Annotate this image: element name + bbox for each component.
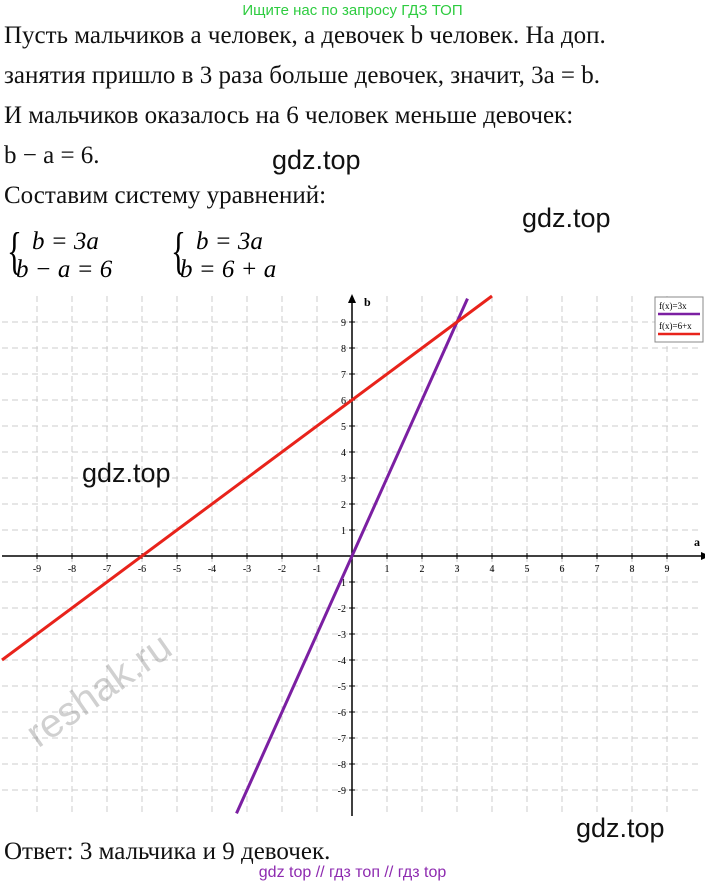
text-line: занятия пришло в 3 раза больше девочек, …: [4, 62, 601, 89]
y-tick-label: -9: [338, 786, 346, 797]
y-tick-label: 8: [341, 344, 346, 355]
x-tick-label: -9: [33, 564, 41, 575]
watermark: gdz.top: [522, 203, 611, 233]
y-tick-label: -1: [338, 578, 346, 589]
y-arrow: [348, 294, 356, 303]
x-tick-label: -2: [278, 564, 286, 575]
watermark: gdz.top: [576, 813, 665, 843]
y-tick-label: 1: [341, 526, 346, 537]
y-tick-label: 6: [341, 396, 346, 407]
x-axis-label: a: [694, 535, 700, 549]
x-tick-label: -6: [138, 564, 146, 575]
x-tick-label: -1: [313, 564, 321, 575]
graph-line: [235, 297, 469, 815]
equation: b = 3a: [196, 228, 263, 255]
x-tick-label: 5: [525, 564, 530, 575]
y-tick-label: -3: [338, 630, 346, 641]
x-tick-label: 7: [595, 564, 600, 575]
answer: Ответ: 3 мальчика и 9 девочек.: [4, 838, 331, 865]
y-tick-label: -7: [338, 734, 346, 745]
header: Ищите нас по запросу ГДЗ ТОП: [242, 2, 463, 19]
x-tick-label: 9: [665, 564, 670, 575]
text-line: Составим систему уравнений:: [4, 182, 327, 209]
x-arrow: [701, 552, 705, 560]
y-tick-label: 5: [341, 422, 346, 433]
x-tick-label: -8: [68, 564, 76, 575]
text-line: b − a = 6.: [4, 142, 100, 169]
x-tick-label: 1: [385, 564, 390, 575]
x-tick-label: 8: [630, 564, 635, 575]
graph-line: [1, 294, 493, 662]
y-tick-label: -5: [338, 682, 346, 693]
y-tick-label: 9: [341, 318, 346, 329]
equation: b = 3a: [32, 228, 99, 255]
watermark: gdz.top: [272, 145, 361, 175]
y-tick-label: -4: [338, 656, 346, 667]
x-tick-label: 4: [490, 564, 495, 575]
y-axis-label: b: [364, 295, 371, 309]
x-tick-label: -3: [243, 564, 251, 575]
x-tick-label: -5: [173, 564, 181, 575]
x-tick-label: 2: [420, 564, 425, 575]
x-tick-label: -7: [103, 564, 111, 575]
text-line: Пусть мальчиков a человек, а девочек b ч…: [4, 22, 606, 49]
y-tick-label: -6: [338, 708, 346, 719]
equation: b = 6 + a: [180, 256, 277, 283]
y-tick-label: 2: [341, 500, 346, 511]
graph: -9 -8 -7 -6 -5 -4 -3 -2 -1 1 2 3 4 5 6 7 8 9 -9 -8 -7 -6 -5 -4 -…: [1, 294, 705, 816]
x-tick-label: 3: [455, 564, 460, 575]
legend-label: f(x)=3x: [659, 301, 687, 311]
legend-label: f(x)=6+x: [659, 321, 692, 331]
text-line: И мальчиков оказалось на 6 человек меньш…: [4, 102, 574, 129]
x-tick-label: 6: [560, 564, 565, 575]
y-tick-label: 7: [341, 370, 346, 381]
footer: gdz top // гдз топ // гдз top: [258, 864, 447, 881]
y-tick-label: 3: [341, 474, 346, 485]
equation: b − a = 6: [16, 256, 113, 283]
x-tick-label: -4: [208, 564, 216, 575]
watermark: gdz.top: [82, 458, 171, 488]
y-tick-label: -2: [338, 604, 346, 615]
y-tick-label: 4: [341, 448, 346, 459]
y-tick-label: -8: [338, 760, 346, 771]
